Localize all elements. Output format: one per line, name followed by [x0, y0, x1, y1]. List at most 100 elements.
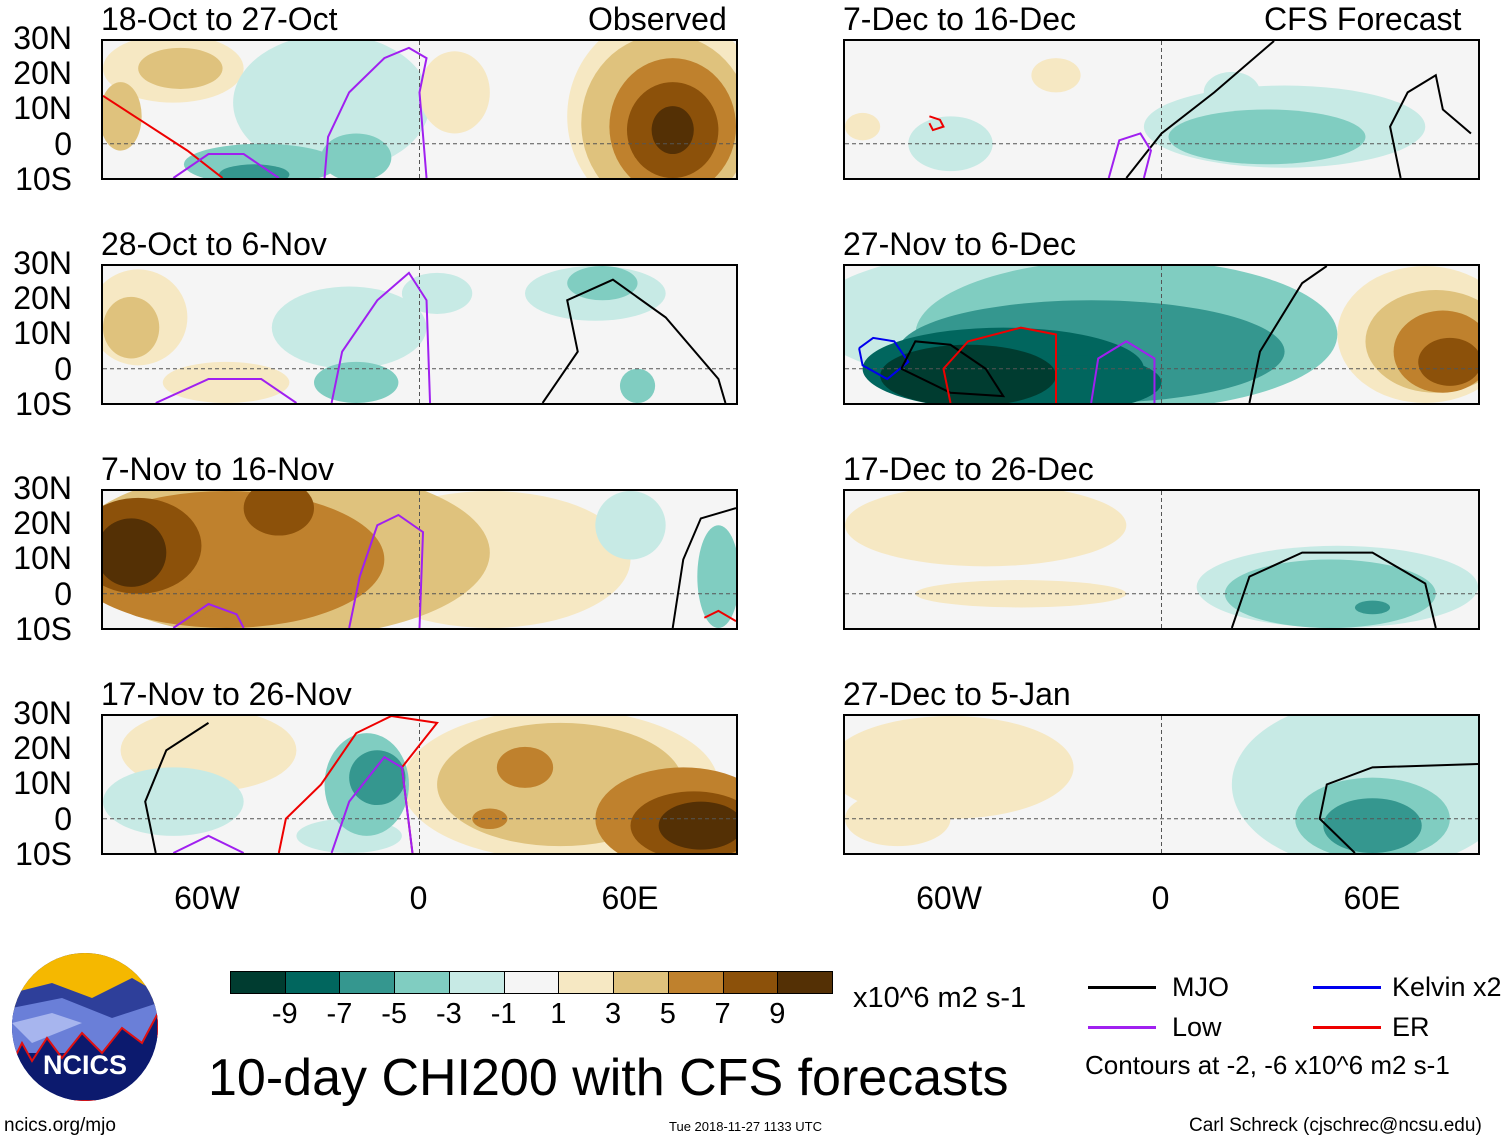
legend-mjo-label: MJO — [1172, 972, 1229, 1002]
anomaly-region — [658, 801, 736, 850]
footer-timestamp: Tue 2018-11-27 1133 UTC — [669, 1119, 822, 1134]
low-contour — [173, 836, 243, 853]
anomaly-region — [314, 361, 399, 403]
panel-title: 27-Nov to 6-Dec — [843, 226, 1076, 262]
y-tick-label: 20N — [13, 55, 72, 92]
forecast-header: CFS Forecast — [1264, 1, 1462, 37]
colorbar-units: x10^6 m2 s-1 — [853, 982, 1027, 1014]
map-panel — [843, 264, 1480, 405]
legend-low-label: Low — [1172, 1012, 1222, 1042]
colorbar-label: -1 — [490, 998, 517, 1030]
anomaly-region — [496, 746, 554, 788]
anomaly-region — [103, 82, 142, 151]
y-tick-label: 0 — [54, 800, 72, 837]
low-contour — [325, 48, 427, 178]
anomaly-region — [271, 286, 427, 369]
colorbar-swatch — [558, 971, 615, 994]
y-tick-label: 20N — [13, 280, 72, 317]
ncics-logo: NCICS — [12, 953, 158, 1101]
colorbar-swatch — [503, 971, 560, 994]
low-contour — [332, 757, 413, 853]
colorbar-label: -5 — [381, 998, 408, 1030]
kelvin-contour — [859, 338, 908, 379]
y-tick-label: 30N — [13, 245, 72, 281]
y-tick-label: 10N — [13, 90, 72, 127]
panel-title: 7-Nov to 16-Nov — [101, 451, 334, 487]
y-tick-label: 30N — [13, 20, 72, 56]
panel-title: 28-Oct to 6-Nov — [101, 226, 327, 262]
mjo-contour — [1232, 553, 1436, 628]
y-tick-label: 10S — [15, 610, 72, 647]
legend-mjo-line — [1088, 986, 1156, 989]
map-panel — [101, 264, 738, 405]
legend-kelvin-label: Kelvin x2 — [1392, 972, 1502, 1002]
colorbar-label: 5 — [659, 998, 676, 1030]
y-tick-label: 30N — [13, 695, 72, 731]
anomaly-region — [243, 491, 314, 536]
mjo-contour — [901, 341, 1003, 396]
low-contour — [349, 515, 423, 628]
y-tick-label: 10S — [15, 385, 72, 422]
map-panel — [101, 489, 738, 630]
map-panel — [843, 39, 1480, 180]
colorbar-swatch — [230, 971, 286, 994]
colorbar-swatch — [667, 971, 724, 994]
colorbar-label: -7 — [326, 998, 353, 1030]
map-panel — [101, 39, 738, 180]
contours-note: Contours at -2, -6 x10^6 m2 s-1 — [1085, 1050, 1450, 1080]
observed-header: Observed — [588, 1, 727, 37]
colorbar-swatch — [448, 971, 505, 994]
anomaly-region — [845, 112, 881, 141]
low-contour — [1109, 133, 1151, 178]
legend-kelvin-line — [1313, 986, 1381, 989]
low-contour — [156, 379, 297, 403]
anomaly-region — [845, 491, 1127, 567]
colorbar-swatch — [613, 971, 669, 994]
x-tick-label: 0 — [409, 880, 428, 916]
anomaly-region — [162, 361, 290, 403]
mjo-contour — [1320, 764, 1478, 853]
y-tick-label: 0 — [54, 575, 72, 612]
anomaly-region — [103, 296, 160, 359]
x-tick-label: 60W — [174, 880, 240, 916]
anomaly-region — [183, 143, 339, 178]
y-tick-label: 10S — [15, 835, 72, 872]
mjo-contour — [543, 280, 726, 403]
legend-er-label: ER — [1392, 1012, 1430, 1042]
footer-url[interactable]: ncics.org/mjo — [4, 1115, 116, 1136]
panel-title: 17-Nov to 26-Nov — [101, 676, 352, 712]
low-contour — [173, 154, 278, 178]
anomaly-region — [321, 133, 392, 178]
anomaly-region — [219, 164, 290, 178]
colorbar-swatch — [284, 971, 341, 994]
anomaly-region — [103, 767, 244, 836]
anomaly-region — [1168, 109, 1366, 165]
anomaly-region — [595, 491, 666, 560]
y-tick-label: 10N — [13, 540, 72, 577]
colorbar-label: -3 — [436, 998, 462, 1030]
colorbar-label: 9 — [769, 998, 786, 1030]
colorbar-swatch — [777, 971, 833, 994]
anomaly-region — [233, 41, 431, 172]
er-contour — [943, 328, 1056, 403]
y-tick-label: 10S — [15, 160, 72, 197]
anomaly-region — [1354, 600, 1391, 615]
map-panel — [101, 714, 738, 855]
colorbar-swatch — [339, 971, 396, 994]
er-contour — [279, 716, 437, 853]
anomaly-region — [138, 47, 223, 89]
mjo-contour — [673, 508, 736, 628]
x-tick-label: 60W — [916, 880, 982, 916]
anomaly-region — [880, 344, 1056, 403]
y-tick-label: 20N — [13, 730, 72, 767]
colorbar-label: -9 — [271, 998, 298, 1030]
er-contour — [103, 96, 223, 178]
y-tick-label: 10N — [13, 765, 72, 802]
anomaly-region — [103, 518, 167, 587]
mjo-contour — [1390, 75, 1471, 178]
y-tick-label: 0 — [54, 350, 72, 387]
map-panel — [843, 714, 1480, 855]
mjo-contour — [1249, 266, 1326, 403]
anomaly-region — [1203, 71, 1260, 113]
